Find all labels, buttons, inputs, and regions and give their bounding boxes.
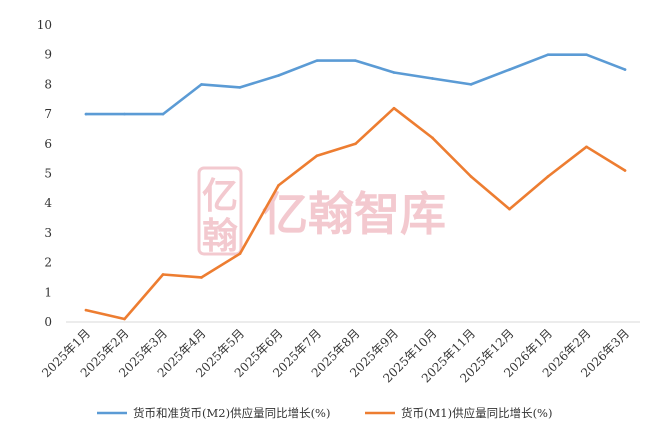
data-point <box>623 169 627 172</box>
data-point <box>238 86 242 89</box>
y-tick-label: 8 <box>44 77 52 91</box>
data-point <box>238 252 242 255</box>
watermark-logo-box <box>197 166 243 256</box>
data-point <box>123 112 126 116</box>
y-tick-label: 2 <box>44 256 52 270</box>
data-point <box>161 273 165 276</box>
data-point <box>431 77 434 80</box>
data-point <box>469 175 473 178</box>
watermark: 亿 翰 亿翰智库 <box>197 166 446 257</box>
y-tick-label: 7 <box>44 107 52 121</box>
data-point <box>315 154 319 157</box>
data-point <box>508 68 511 71</box>
y-tick-label: 4 <box>44 196 52 210</box>
y-tick-label: 10 <box>37 18 52 32</box>
data-point <box>431 136 434 140</box>
data-point <box>161 112 165 116</box>
data-point <box>546 53 550 56</box>
data-point <box>392 71 396 74</box>
y-tick-label: 5 <box>44 167 52 181</box>
y-axis-ticks: 0 1 2 3 4 5 6 7 8 9 10 <box>37 18 53 329</box>
data-point <box>354 59 357 62</box>
y-tick-label: 9 <box>44 48 52 62</box>
data-point <box>84 308 88 312</box>
legend-label: 货币和准货币(M2)供应量同比增长(%) <box>133 406 330 420</box>
data-point <box>354 142 357 146</box>
y-tick-label: 3 <box>44 226 52 240</box>
data-point <box>585 145 588 149</box>
data-point <box>315 59 319 62</box>
data-point <box>469 83 473 86</box>
y-tick-label: 0 <box>44 315 52 329</box>
series-line-m2 <box>84 53 627 116</box>
data-point <box>546 175 550 178</box>
watermark-logo-glyph-top: 亿 <box>202 176 238 217</box>
data-point <box>200 83 203 86</box>
data-point <box>277 184 280 187</box>
data-point <box>392 106 396 110</box>
data-point <box>123 317 126 321</box>
data-point <box>508 207 511 211</box>
data-point <box>585 53 588 56</box>
watermark-logo-glyph-bottom: 翰 <box>202 216 238 257</box>
data-point <box>200 276 203 279</box>
y-tick-label: 1 <box>44 285 52 299</box>
x-axis-ticks: 2025年1月2025年2月2025年3月2025年4月2025年5月2025年… <box>39 326 632 385</box>
series-lines <box>84 53 627 321</box>
legend-label: 货币(M1)供应量同比增长(%) <box>401 406 552 420</box>
data-point <box>623 68 627 71</box>
legend: 货币和准货币(M2)供应量同比增长(%) 货币(M1)供应量同比增长(%) <box>97 406 552 420</box>
y-tick-label: 6 <box>44 137 52 151</box>
watermark-text: 亿翰智库 <box>262 187 446 241</box>
data-point <box>84 112 88 116</box>
data-point <box>277 74 280 77</box>
